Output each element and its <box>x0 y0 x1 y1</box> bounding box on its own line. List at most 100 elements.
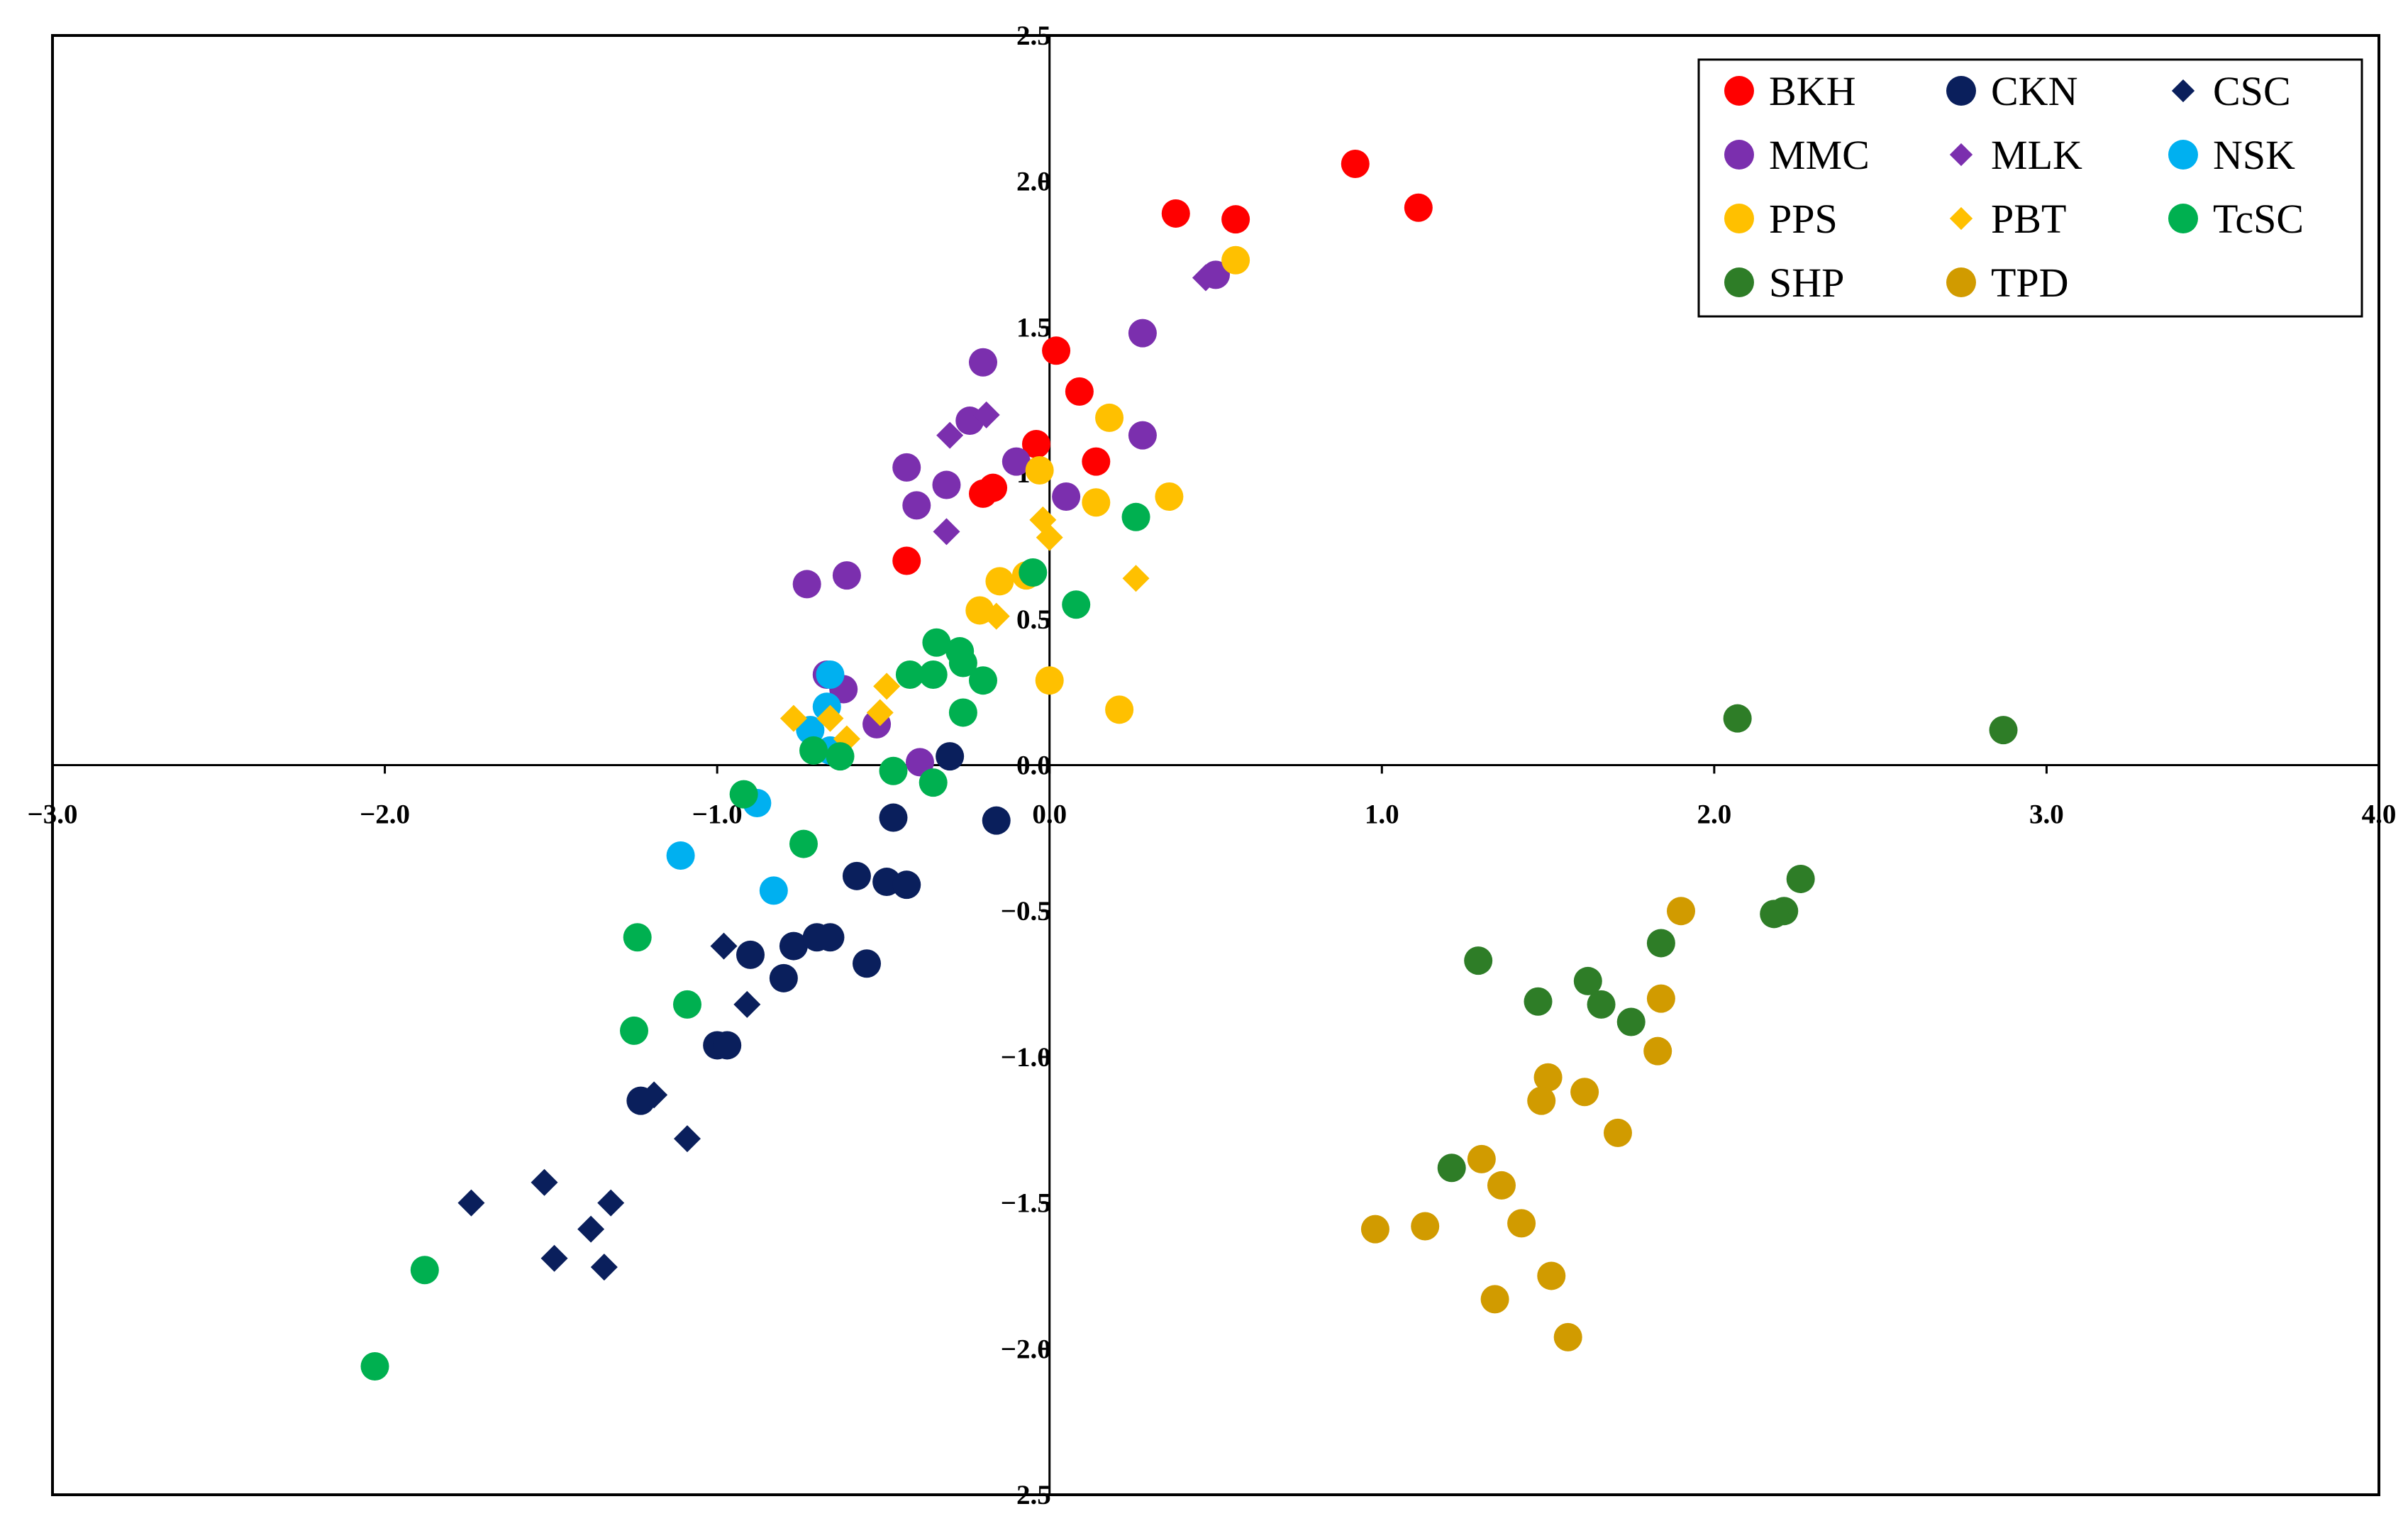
data-point <box>1155 482 1184 511</box>
data-point <box>1221 205 1250 234</box>
data-point <box>816 704 844 732</box>
data-point <box>672 990 701 1019</box>
data-point <box>1042 336 1071 365</box>
legend-marker <box>1949 143 1973 167</box>
legend-marker <box>1949 206 1973 231</box>
data-point <box>982 602 1010 630</box>
data-point <box>710 932 738 960</box>
series-mlk <box>933 264 1219 546</box>
data-point <box>1052 482 1081 511</box>
legend-marker <box>2171 79 2195 103</box>
data-point <box>1533 1063 1563 1092</box>
data-point <box>666 841 695 870</box>
data-point <box>792 570 821 599</box>
data-point <box>640 1081 668 1109</box>
data-point <box>1760 900 1789 929</box>
data-point <box>922 628 951 657</box>
data-point <box>832 561 861 590</box>
data-point <box>1035 666 1064 695</box>
data-point <box>1480 1285 1509 1314</box>
data-point <box>736 940 765 969</box>
legend-box <box>1697 58 2363 318</box>
data-point <box>360 1351 389 1381</box>
legend-label: CKN <box>1991 68 2077 114</box>
data-point <box>1537 1261 1566 1290</box>
legend-marker <box>1946 267 1976 297</box>
x-tick-label: 2.0 <box>1697 800 1731 830</box>
data-point <box>1121 502 1150 531</box>
data-point <box>729 780 758 809</box>
data-point <box>1095 403 1124 432</box>
data-point <box>1021 429 1050 458</box>
legend-label: TcSC <box>2213 196 2304 242</box>
y-tick-label: −2.5 <box>1001 1480 1051 1510</box>
data-point <box>597 1189 625 1217</box>
data-point <box>1524 987 1553 1016</box>
x-tick-label: 1.0 <box>1365 800 1399 830</box>
data-point <box>972 401 1000 428</box>
data-point <box>1643 1036 1672 1066</box>
legend-label: MLK <box>1991 132 2082 178</box>
data-point <box>892 453 921 482</box>
legend-marker <box>1724 267 1754 297</box>
data-point <box>1464 946 1493 975</box>
data-point <box>948 698 977 727</box>
data-point <box>1161 199 1190 228</box>
data-point <box>1587 990 1616 1019</box>
x-tick-label: 0.0 <box>1032 800 1067 830</box>
data-point <box>623 923 652 952</box>
data-point <box>540 1244 568 1272</box>
legend-label: NSK <box>2213 132 2295 178</box>
tick-labels: −3.0 −2.0 −1.0 0.0 1.0 2.0 3.0 4.0 −2.5 −2.0 −1.5 −… <box>28 21 2397 1510</box>
series-tpd <box>1360 897 1695 1351</box>
data-point <box>1025 455 1054 485</box>
data-point <box>1667 897 1695 926</box>
data-point <box>905 748 934 777</box>
data-point <box>982 806 1011 835</box>
data-point <box>816 660 845 689</box>
data-point <box>1487 1171 1516 1200</box>
data-point <box>1404 193 1433 222</box>
data-points <box>360 150 2018 1381</box>
data-point <box>799 736 828 765</box>
data-point <box>866 699 894 726</box>
series-bkh <box>892 150 1433 575</box>
y-tick-label: −1.5 <box>1001 1188 1051 1219</box>
data-point <box>902 491 931 520</box>
data-point <box>759 876 788 905</box>
data-point <box>826 742 855 771</box>
data-point <box>1411 1212 1440 1241</box>
series-mmc <box>792 260 1230 777</box>
legend-marker <box>1946 76 1976 106</box>
data-point <box>673 1125 701 1153</box>
data-point <box>410 1256 439 1285</box>
data-point <box>1507 1209 1536 1238</box>
legend-label: PPS <box>1769 196 1838 242</box>
y-tick-label: 2.5 <box>1016 21 1051 51</box>
data-point <box>1036 524 1063 551</box>
data-point <box>789 829 818 858</box>
data-point <box>1002 447 1031 476</box>
data-point <box>590 1254 618 1281</box>
data-point <box>919 660 948 689</box>
legend-label: PBT <box>1991 196 2066 242</box>
y-tick-label: 0.5 <box>1016 604 1051 635</box>
data-point <box>816 923 845 952</box>
data-point <box>1786 864 1815 893</box>
data-point <box>969 666 997 695</box>
data-point <box>1192 264 1219 292</box>
data-point <box>457 1189 485 1217</box>
data-point <box>577 1215 605 1243</box>
data-point <box>1570 1078 1599 1107</box>
data-point <box>1341 150 1370 179</box>
series-ckn <box>626 742 1011 1115</box>
data-point <box>1065 377 1094 406</box>
y-tick-label: −2.0 <box>1001 1334 1051 1364</box>
data-point <box>1082 447 1111 476</box>
data-point <box>1128 319 1157 348</box>
data-point <box>620 1016 648 1045</box>
data-point <box>779 704 807 732</box>
legend-marker <box>2168 204 2198 233</box>
x-tick-label: −2.0 <box>360 800 410 830</box>
